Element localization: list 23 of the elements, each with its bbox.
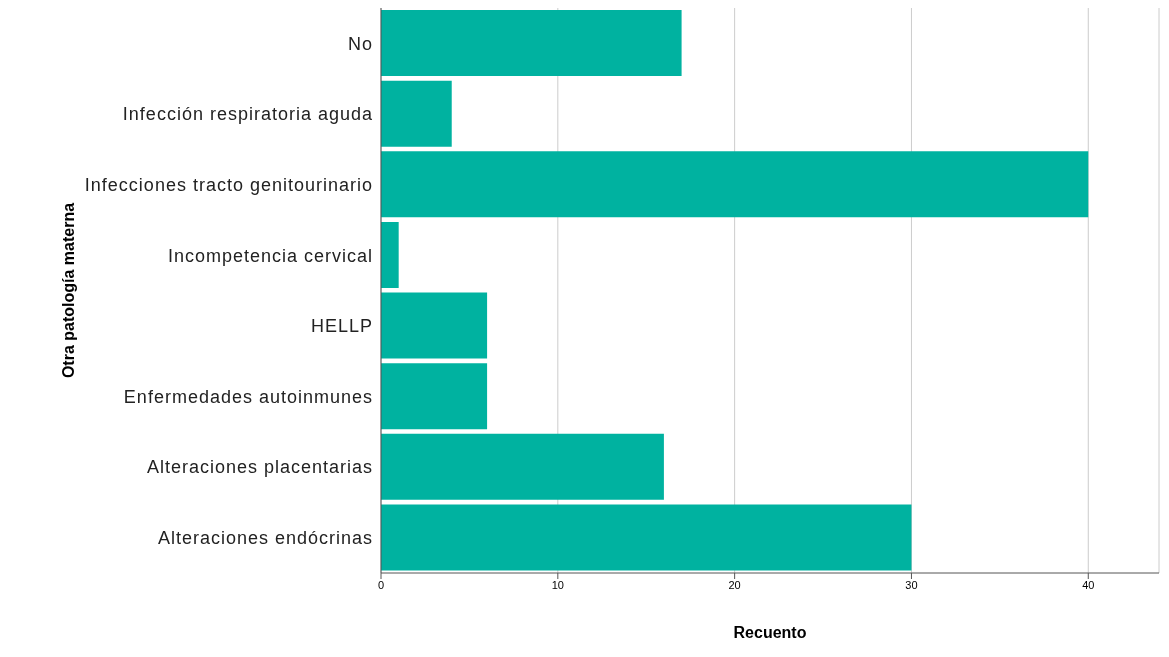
x-tick-label: 10 <box>551 578 564 591</box>
bar <box>381 292 488 359</box>
bar <box>381 433 664 500</box>
x-tick-label: 20 <box>728 578 741 591</box>
bar <box>381 363 488 430</box>
bar <box>381 10 682 77</box>
y-axis-title: Otra patología materna <box>59 202 77 379</box>
x-tick-label: 40 <box>1082 578 1095 591</box>
y-tick-label: Alteraciones placentarias <box>146 457 373 478</box>
y-tick-label: Infección respiratoria aguda <box>122 104 373 125</box>
y-tick-label: Alteraciones endócrinas <box>157 528 373 549</box>
y-tick-label: Incompetencia cervical <box>167 245 373 266</box>
y-tick-label: HELLP <box>310 316 373 337</box>
bar <box>381 80 452 147</box>
x-tick-label: 0 <box>377 578 385 591</box>
bar <box>381 504 912 571</box>
bar <box>381 221 399 288</box>
y-tick-label: No <box>347 33 373 54</box>
bar <box>381 151 1089 218</box>
y-tick-label: Infecciones tracto genitourinario <box>84 174 373 195</box>
y-tick-label: Enfermedades autoinmunes <box>123 386 373 407</box>
x-axis-title: Recuento <box>733 624 807 641</box>
x-tick-label: 30 <box>905 578 918 591</box>
